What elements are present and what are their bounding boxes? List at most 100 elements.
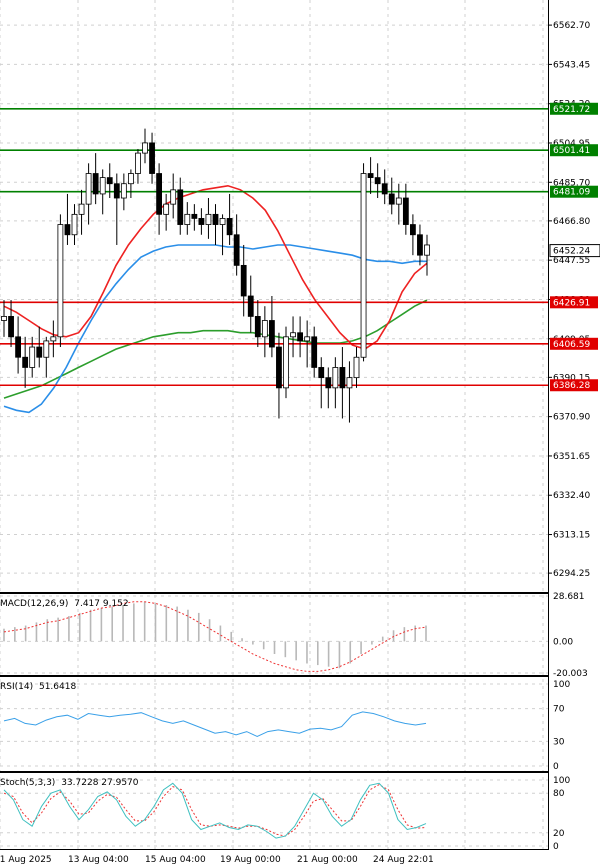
candle-body: [149, 142, 155, 174]
candle-body: [43, 340, 50, 358]
candle: [304, 320, 311, 368]
candle: [325, 367, 332, 409]
candle-body: [353, 356, 360, 379]
candle-body: [198, 218, 205, 225]
candle-body: [85, 173, 92, 205]
candle-body: [226, 218, 233, 236]
candle: [290, 316, 296, 358]
current-price-tag: 6452.24: [549, 244, 600, 258]
candle-body: [247, 295, 254, 317]
candle: [332, 357, 339, 409]
candle: [283, 326, 289, 399]
stochastic-tick-label: 80: [553, 789, 565, 799]
candle: [135, 149, 141, 184]
price-tick-label: 6390.15: [553, 373, 590, 383]
time-tick-label: 15 Aug 04:00: [145, 855, 206, 865]
candle-body: [346, 377, 353, 389]
macd-title-values: 7.417 9.152: [74, 599, 128, 609]
resistance-label-box: [550, 102, 598, 115]
time-tick-label: 13 Aug 04:00: [68, 855, 129, 865]
time-axis: 11 Aug 2025 13 Aug 04:00 15 Aug 04:00 19 Au…: [0, 855, 434, 865]
price-grid: [0, 0, 548, 849]
price-tick-label: 6313.15: [553, 531, 590, 541]
price-tick-label: 6294.25: [553, 569, 590, 579]
candle: [346, 361, 353, 423]
candle-body: [156, 173, 163, 215]
candle-body: [381, 183, 388, 195]
macd-axis: 28.681 0.00 -20.003: [553, 592, 588, 679]
stochastic-tick-label: 0: [553, 842, 559, 852]
support-label-box: [550, 379, 598, 392]
price-tick-label: 6351.65: [553, 452, 590, 462]
candle: [50, 320, 57, 358]
candle-body: [78, 203, 85, 215]
candle-body: [402, 197, 409, 225]
panel-separator-macd: [0, 592, 549, 594]
stochastic-panel: 100 80 20 0 Stoch(5,3,3) 33.7228 27.9570: [0, 776, 570, 852]
candle: [261, 306, 268, 358]
price-tick-label: 6485.70: [553, 178, 590, 188]
price-tick-label: 6562.70: [553, 21, 590, 31]
candle-body: [120, 183, 127, 199]
candle: [388, 177, 395, 215]
candle-body: [409, 224, 416, 236]
rsi-line: [3, 711, 427, 738]
candle: [424, 234, 430, 276]
rsi-title-name: RSI(14): [0, 682, 33, 692]
rsi-title-values: 51.6418: [39, 682, 76, 692]
candle-body: [191, 213, 198, 219]
candle: [163, 193, 170, 231]
candle: [71, 204, 78, 245]
candle-body: [8, 316, 14, 338]
ma-fast-line: [3, 184, 428, 350]
candle: [339, 347, 346, 419]
support-label-box: [550, 296, 598, 309]
candle: [374, 163, 381, 199]
candle-body: [318, 367, 325, 379]
stochastic-tick-label: 20: [553, 829, 565, 839]
resistance-label-box: [550, 144, 598, 157]
candle-body: [283, 336, 289, 389]
support-label: 6386.28: [553, 381, 590, 391]
macd-tick-label: -20.003: [553, 669, 588, 679]
candle: [254, 300, 261, 348]
candle-body: [268, 320, 275, 348]
candle: [149, 132, 155, 184]
candle: [156, 163, 163, 235]
resistance-label-box: [550, 185, 598, 198]
candle: [36, 326, 43, 368]
support-label-box: [550, 337, 598, 350]
candle-body: [395, 197, 402, 205]
candle: [233, 214, 240, 276]
candle-body: [22, 356, 29, 368]
rsi-tick-label: 70: [553, 705, 565, 715]
candle: [92, 153, 99, 205]
stochastic-title: Stoch(5,3,3) 33.7228 27.9570: [0, 778, 139, 788]
stochastic-tick-label: 100: [553, 776, 570, 786]
candle: [113, 173, 120, 245]
panel-separator-rsi: [0, 675, 549, 677]
stochastic-title-values: 33.7228 27.9570: [61, 778, 139, 788]
candle-body: [57, 224, 64, 338]
candle-body: [417, 234, 423, 256]
price-tick-label: 6466.80: [553, 217, 590, 227]
candle-body: [184, 213, 191, 225]
candle: [276, 332, 282, 419]
candle-body: [127, 173, 134, 185]
rsi-tick-label: 0: [553, 762, 559, 772]
candle: [177, 177, 184, 235]
candle-body: [424, 244, 430, 256]
candle-body: [163, 203, 170, 215]
candle-body: [1, 316, 7, 321]
candle-body: [339, 367, 346, 389]
price-panel: 6562.706543.456524.206504.956485.706466.…: [0, 0, 600, 849]
candle-body: [311, 336, 318, 368]
resistance-label: 6481.09: [553, 188, 590, 198]
candle: [395, 183, 402, 225]
candle-body: [254, 316, 261, 338]
candle: [57, 214, 64, 348]
candle-body: [50, 336, 57, 342]
macd-panel: 28.681 0.00 -20.003 MACD(12,26,9) 7.417 9.…: [0, 592, 588, 679]
